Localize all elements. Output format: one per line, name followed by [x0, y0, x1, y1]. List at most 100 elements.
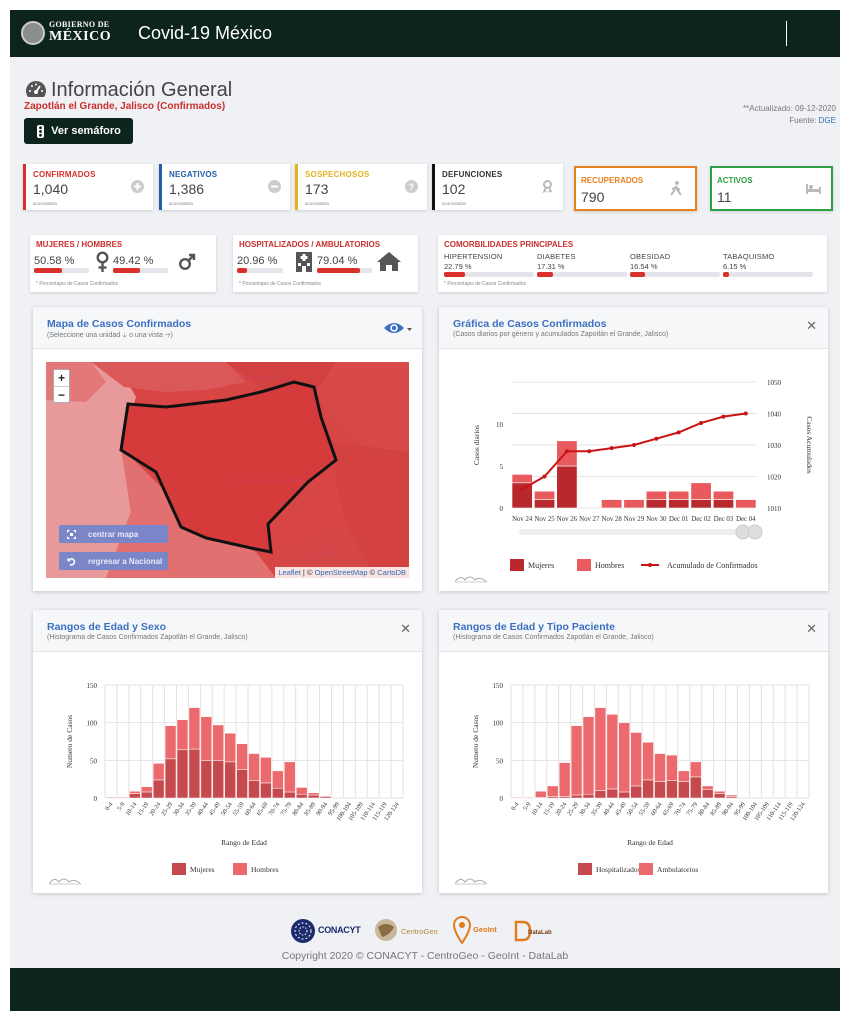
y2-tick-label: 1010 [767, 505, 782, 513]
legend-label: Hombres [251, 865, 279, 874]
zoom-out-button[interactable]: − [54, 386, 69, 402]
bar-hombres [248, 753, 260, 781]
update-info: **Actualizado: 09-12-2020 Fuente: DGE [743, 103, 836, 127]
undo-icon [67, 557, 76, 566]
amb-bar [317, 268, 372, 273]
comorbidity-pct: 6.15 % [723, 262, 747, 271]
bar-hospitalizados [606, 788, 619, 799]
map-canvas[interactable]: San Sebastián del Sur CIUDAD GUZMÁN Zapo… [46, 362, 409, 578]
x-tick-label: 15-19 [542, 801, 556, 817]
gobierno-logo[interactable]: GOBIERNO DE MÉXICO [49, 21, 111, 44]
map-panel-subtitle: (Seleccione una unidad 🡣 o una vista 🡢) [47, 332, 173, 339]
y-tick-label: 0 [500, 795, 504, 803]
y2-tick-label: 1030 [767, 442, 782, 450]
bar-mujeres [307, 794, 320, 799]
source-link[interactable]: DGE [818, 116, 836, 125]
hosp-card-label: HOSPITALIZADOS / AMBULATORIOS [239, 240, 381, 249]
app-title[interactable]: Covid-19 México [138, 23, 273, 43]
close-icon[interactable]: ✕ [806, 318, 817, 333]
bar-hospitalizados [618, 791, 630, 799]
stat-value: 173 [305, 181, 329, 197]
bar-hombres [295, 787, 308, 795]
cartodb-link[interactable]: CartoDB [377, 568, 406, 577]
hosp-bar [237, 268, 283, 273]
wave-icon [455, 576, 487, 583]
walking-icon [670, 181, 682, 196]
x-tick-label: 85-89 [303, 801, 317, 817]
datalab-logo[interactable]: DataLab [528, 930, 552, 936]
male-icon [178, 253, 196, 271]
leaflet-link[interactable]: Leaflet [278, 568, 301, 577]
stat-card-negativos[interactable]: NEGATIVOS 1,386 acumulados [159, 164, 290, 210]
y2-tick-label: 1040 [767, 411, 782, 419]
x-tick-label: Nov 27 [579, 516, 600, 523]
x-tick-label: Nov 29 [624, 516, 645, 523]
cumulative-point [654, 436, 659, 441]
page-subtitle: Zapotlán el Grande, Jalisco (Confirmados… [24, 101, 226, 112]
comorbidity-name: OBESIDAD [630, 252, 671, 261]
conacyt-logo-icon [291, 919, 315, 943]
back-to-national-button[interactable]: regresar a Nacional [59, 552, 168, 570]
osm-link[interactable]: OpenStreetMap [314, 568, 368, 577]
x-tick-label: 75-79 [279, 801, 293, 817]
range-slider-handle [747, 524, 763, 540]
geoint-logo[interactable]: GeoInt [473, 925, 497, 934]
wave-icon [455, 878, 487, 885]
y-tick-label: 100 [493, 720, 504, 728]
eye-dropdown-icon[interactable] [383, 320, 413, 336]
bar-hombres [260, 757, 272, 784]
x-tick-label: 65-69 [661, 801, 675, 817]
stat-sub: acumulados [33, 201, 58, 206]
daily-panel-header: Gráfica de Casos Confirmados (Casos diar… [439, 307, 828, 349]
age-sex-header: Rangos de Edad y Sexo (Histograma de Cas… [33, 610, 422, 652]
attrib-sep-2: © [367, 568, 378, 577]
comorbidity-name: DIABETES [537, 252, 576, 261]
bar-mujeres [260, 782, 272, 799]
zoom-in-button[interactable]: + [57, 371, 65, 385]
stat-card-defunciones[interactable]: DEFUNCIONES 102 acumulados [432, 164, 563, 210]
bar-hombres [272, 770, 284, 789]
stat-card-recuperados[interactable]: RECUPERADOS 790 [574, 166, 697, 211]
close-icon[interactable]: ✕ [400, 621, 411, 636]
women-bar [34, 268, 89, 273]
conacyt-logo[interactable]: CONACYT [318, 925, 361, 935]
back-to-national-label: regresar a Nacional [88, 556, 163, 566]
hosp-pct: 20.96 % [237, 255, 278, 267]
dashboard-gauge-icon [26, 81, 46, 97]
comorbidity-pct: 17.31 % [537, 262, 565, 271]
updated-date: **Actualizado: 09-12-2020 [743, 104, 836, 113]
bar-mujeres [105, 796, 117, 799]
municipality-map[interactable] [46, 362, 409, 578]
legend-swatch [172, 863, 186, 875]
y-tick-label: 50 [496, 757, 504, 765]
x-tick-label: 75-79 [685, 801, 699, 817]
ver-semaforo-button[interactable]: Ver semáforo [24, 118, 133, 144]
center-map-button[interactable]: centrar mapa [59, 525, 168, 543]
daily-cases-chart[interactable]: 1010 1020 1030 1040 1050 0 5 10 Casos diarios Cas… [439, 349, 828, 589]
bar-mujeres [200, 760, 213, 799]
stat-card-activos[interactable]: ACTIVOS 11 [710, 166, 833, 211]
map-place-label: San Sebastián del Sur [232, 375, 290, 389]
stat-card-sospechosos[interactable]: SOSPECHOSOS 173 acumulados? [295, 164, 427, 210]
y-tick-label: 150 [87, 682, 98, 690]
home-icon [377, 252, 401, 271]
age-sex-panel: Rangos de Edad y Sexo (Histograma de Cas… [33, 610, 422, 893]
bar-mujeres [212, 760, 224, 799]
stat-card-confirmados[interactable]: CONFIRMADOS 1,040 acumulados [23, 164, 153, 210]
close-icon[interactable]: ✕ [806, 621, 817, 636]
x-tick-label: 65-69 [255, 801, 269, 817]
copyright: Copyright 2020 © CONACYT - CentroGeo - G… [281, 950, 569, 962]
bar-ambulatorios [523, 796, 535, 799]
x-tick-label: 55-59 [232, 801, 246, 817]
comorbidity-bar [444, 272, 534, 277]
bar-hombres [129, 790, 141, 794]
x-tick-label: Nov 26 [557, 516, 578, 523]
centrogeo-logo[interactable]: CentroGeo [401, 927, 438, 936]
map-panel-title: Mapa de Casos Confirmados [47, 318, 192, 330]
bar-mujeres [164, 758, 177, 799]
stat-sub: acumulados [305, 201, 330, 206]
page-title: Información General [51, 79, 233, 101]
map-city-label: CIUDAD GUZMÁN [228, 475, 304, 485]
